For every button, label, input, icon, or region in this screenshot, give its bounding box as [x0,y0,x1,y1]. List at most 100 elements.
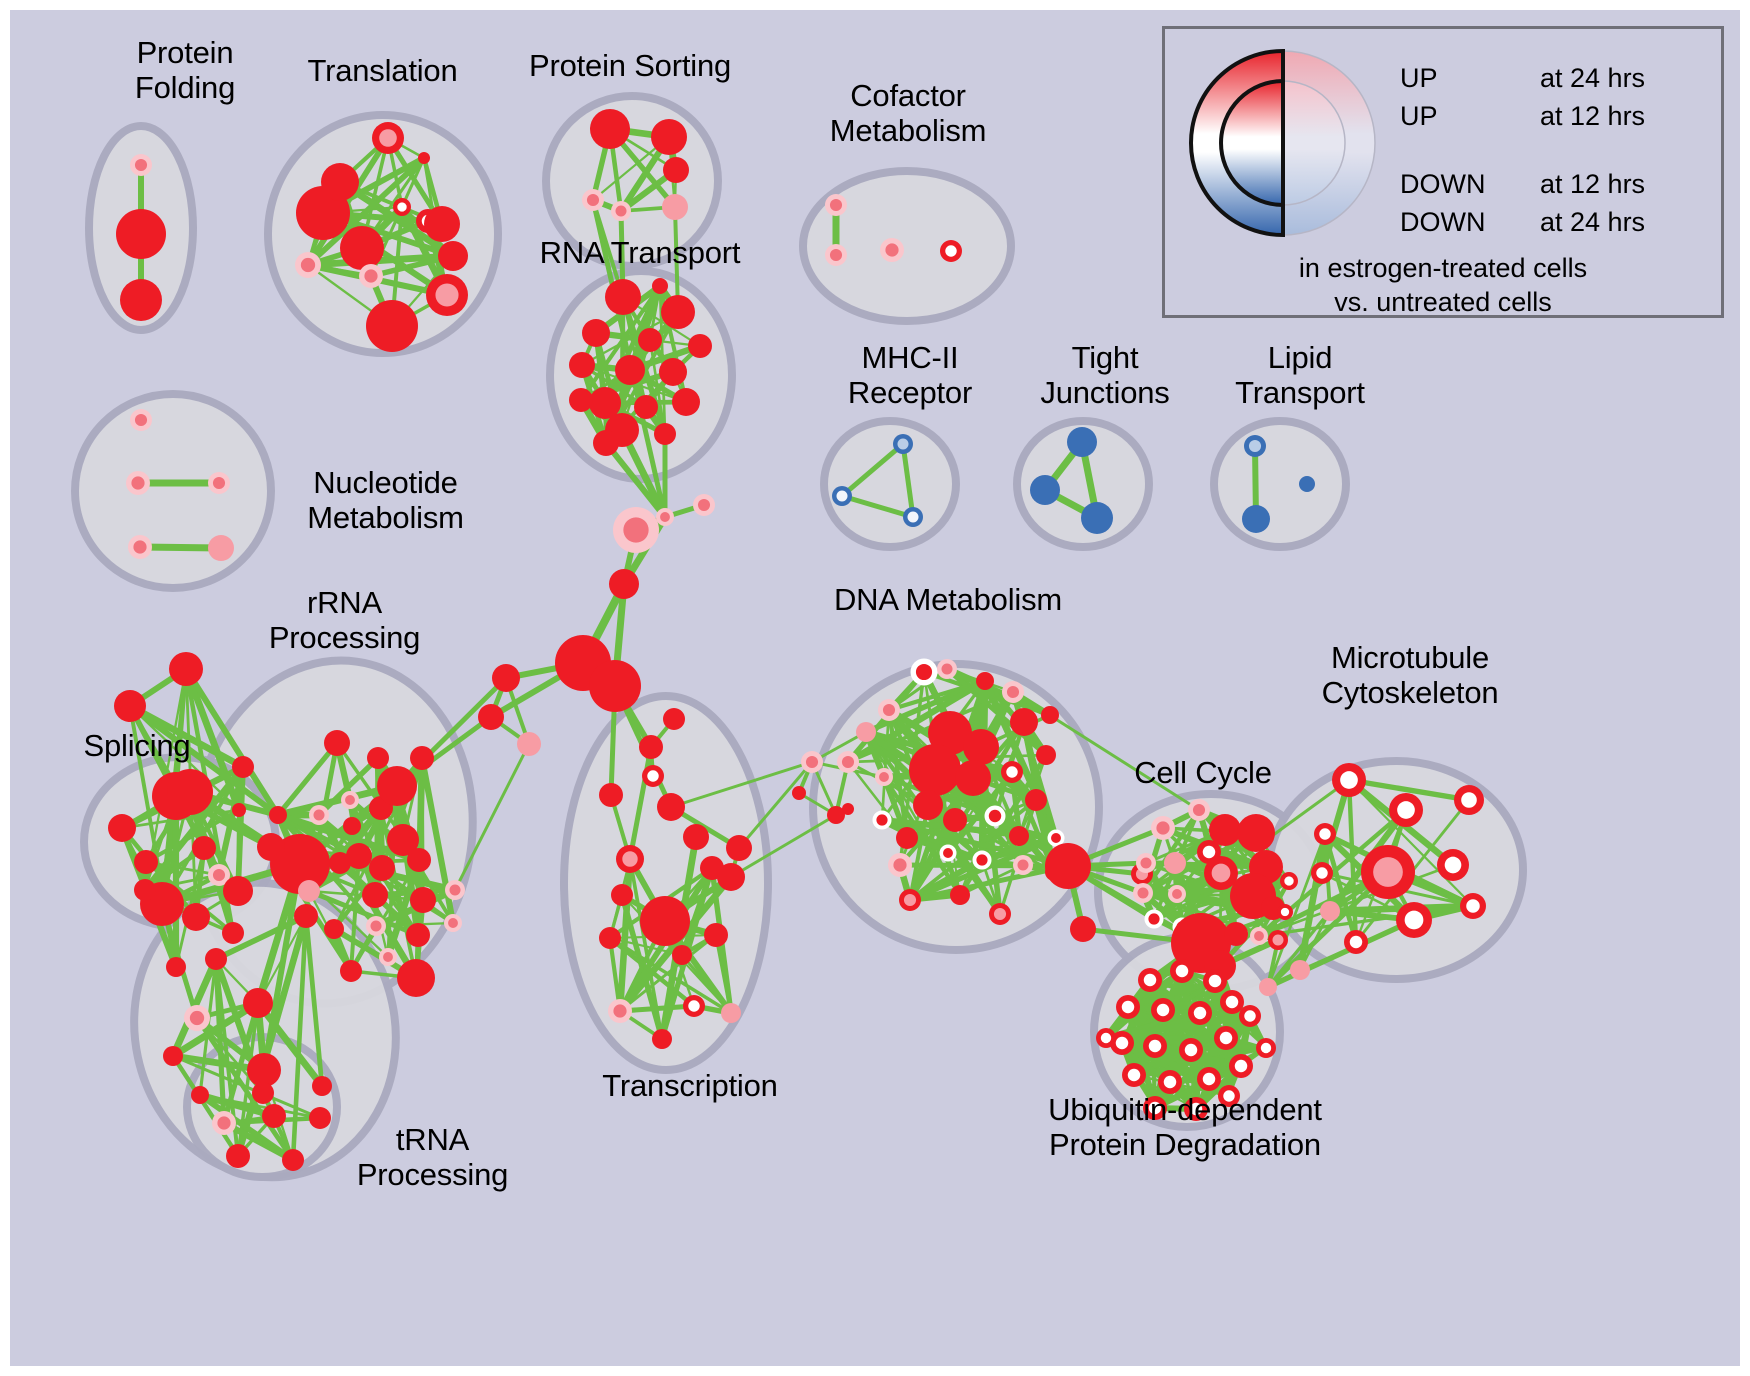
network-node[interactable] [321,163,359,201]
network-node[interactable] [366,916,386,936]
network-node[interactable] [379,948,397,966]
network-node[interactable] [582,189,604,211]
network-node[interactable] [192,836,216,860]
network-node[interactable] [1256,1038,1276,1058]
network-node[interactable] [972,850,992,870]
network-node[interactable] [369,855,395,881]
network-node[interactable] [652,278,668,294]
network-node[interactable] [329,852,351,874]
network-node[interactable] [205,948,227,970]
network-node[interactable] [726,835,752,861]
network-node[interactable] [223,876,253,906]
network-node[interactable] [1290,960,1310,980]
network-node[interactable] [842,803,854,815]
network-node[interactable] [438,241,468,271]
network-node[interactable] [114,690,146,722]
network-node[interactable] [1041,706,1059,724]
network-node[interactable] [1311,862,1333,884]
network-node[interactable] [899,889,921,911]
network-node[interactable] [1143,1096,1167,1120]
network-node[interactable] [295,252,321,278]
network-node[interactable] [662,194,688,220]
network-node[interactable] [717,863,745,891]
network-node[interactable] [130,154,152,176]
network-node[interactable] [1133,883,1153,903]
network-node[interactable] [169,652,203,686]
network-node[interactable] [324,730,350,756]
network-node[interactable] [232,803,246,817]
network-node[interactable] [1143,1034,1167,1058]
network-node[interactable] [1158,1070,1182,1094]
network-node[interactable] [166,957,186,977]
network-node[interactable] [611,884,633,906]
network-node[interactable] [1164,852,1186,874]
network-node[interactable] [1045,843,1091,889]
network-node[interactable] [226,1144,250,1168]
network-node[interactable] [909,744,961,796]
network-node[interactable] [1460,893,1486,919]
network-node[interactable] [638,328,662,352]
network-node[interactable] [1138,968,1162,992]
network-node[interactable] [340,960,362,982]
network-node[interactable] [1209,814,1241,846]
network-node[interactable] [672,388,700,416]
network-node[interactable] [167,769,213,815]
network-node[interactable] [367,747,389,769]
network-node[interactable] [893,434,913,454]
network-node[interactable] [517,732,541,756]
network-node[interactable] [208,535,234,561]
network-node[interactable] [1242,505,1270,533]
network-node[interactable] [613,507,659,553]
network-node[interactable] [128,535,152,559]
network-node[interactable] [257,833,285,861]
network-node[interactable] [639,735,663,759]
network-node[interactable] [663,157,689,183]
network-node[interactable] [640,896,690,946]
network-node[interactable] [688,334,712,358]
network-node[interactable] [888,853,912,877]
network-node[interactable] [184,1005,210,1031]
network-node[interactable] [1013,855,1033,875]
network-node[interactable] [108,814,136,842]
network-node[interactable] [589,387,621,419]
network-node[interactable] [1136,853,1156,873]
network-node[interactable] [1214,1026,1238,1050]
network-node[interactable] [182,903,210,931]
network-node[interactable] [208,472,230,494]
network-node[interactable] [651,119,687,155]
network-node[interactable] [1010,708,1038,736]
network-node[interactable] [599,927,621,949]
network-node[interactable] [825,194,847,216]
network-node[interactable] [1116,995,1140,1019]
network-node[interactable] [1218,1085,1240,1107]
network-node[interactable] [116,209,166,259]
network-node[interactable] [478,704,504,730]
network-node[interactable] [1081,502,1113,534]
network-node[interactable] [659,358,687,386]
network-node[interactable] [445,880,465,900]
network-node[interactable] [1268,930,1288,950]
network-node[interactable] [359,264,383,288]
network-node[interactable] [1237,814,1275,852]
network-node[interactable] [1220,990,1244,1014]
network-node[interactable] [208,864,230,886]
network-node[interactable] [825,244,847,266]
network-node[interactable] [269,806,287,824]
network-node[interactable] [590,109,630,149]
network-node[interactable] [1001,761,1023,783]
network-node[interactable] [362,882,388,908]
network-node[interactable] [1144,909,1164,929]
network-node[interactable] [984,805,1006,827]
network-node[interactable] [346,843,372,869]
network-node[interactable] [657,793,685,821]
network-node[interactable] [976,672,994,690]
network-node[interactable] [683,995,705,1017]
network-node[interactable] [837,751,859,773]
network-node[interactable] [309,1107,331,1129]
network-node[interactable] [492,664,520,692]
network-node[interactable] [324,919,344,939]
network-node[interactable] [1299,476,1315,492]
network-node[interactable] [406,923,430,947]
network-node[interactable] [1203,969,1227,993]
network-node[interactable] [377,766,417,806]
